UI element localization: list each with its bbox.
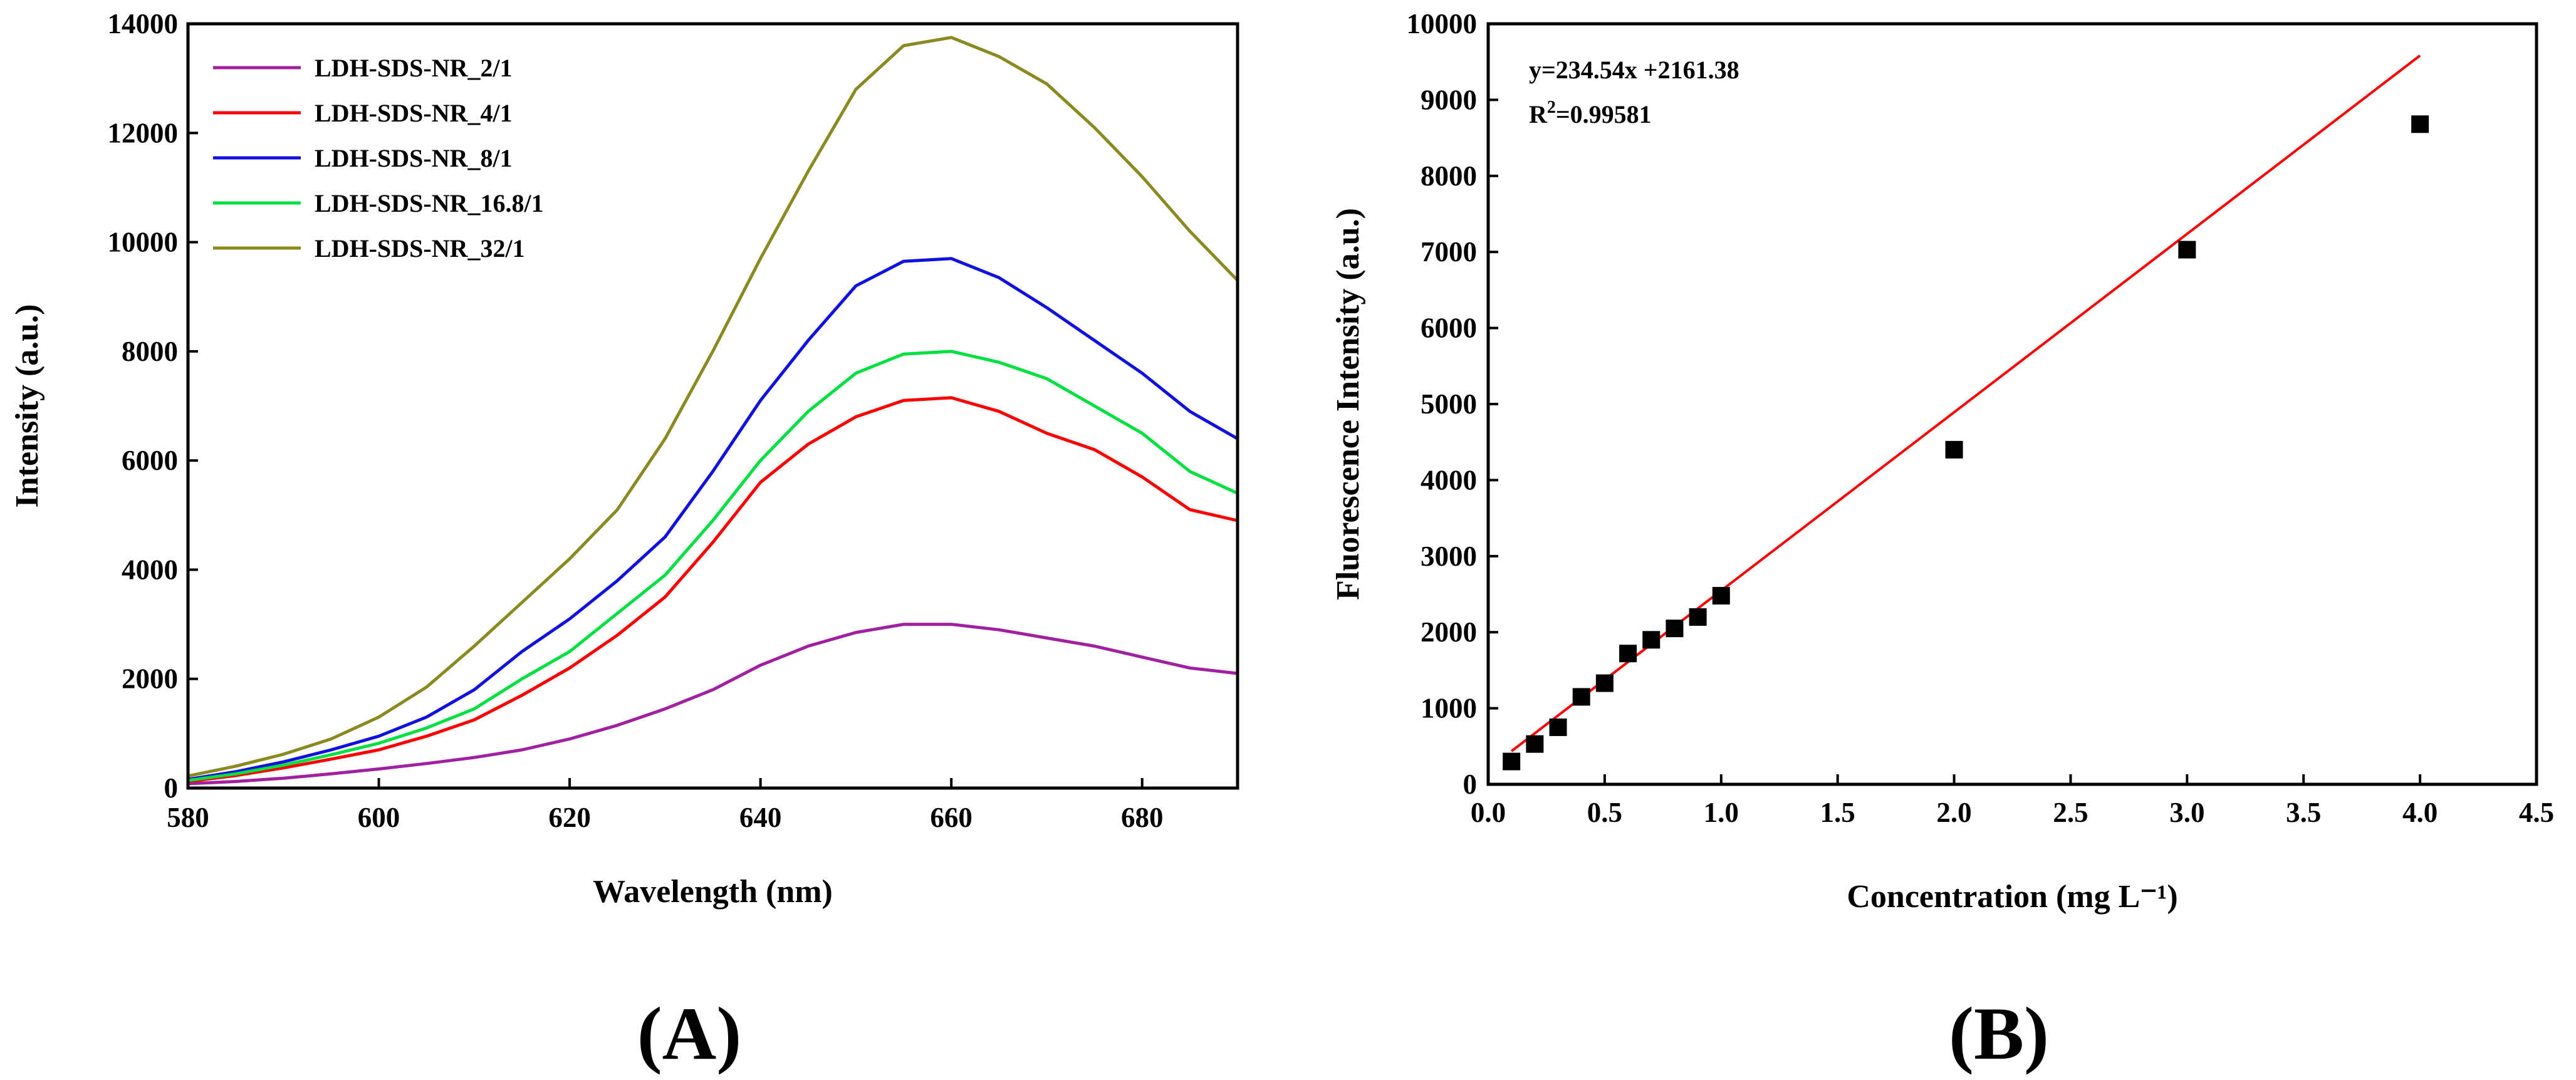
chart-b-points	[1503, 115, 2429, 771]
chart-a-y-tick-label: 8000	[122, 336, 178, 367]
data-point	[2411, 115, 2429, 133]
legend-label: LDH-SDS-NR_16.8/1	[315, 189, 544, 217]
chart-b-y-tick-label: 7000	[1421, 236, 1477, 267]
chart-a-x-tick-label: 640	[739, 802, 782, 833]
chart-b-y-axis-label: Fluorescence Intensity (a.u.)	[1330, 208, 1366, 600]
data-point	[1689, 608, 1707, 626]
data-point	[1712, 586, 1730, 605]
chart-a-x-tick-labels: 580 600 620 640 660 680	[167, 802, 1163, 833]
data-point	[1549, 718, 1567, 736]
chart-b-x-tick-label: 4.0	[2402, 797, 2438, 828]
chart-b-y-tick-label: 10000	[1407, 8, 1478, 39]
series-line-2	[187, 396, 1238, 783]
chart-a-y-tick-label: 10000	[108, 227, 179, 258]
data-point	[1595, 674, 1614, 692]
chart-a-legend: LDH-SDS-NR_2/1 LDH-SDS-NR_4/1 LDH-SDS-NR_8…	[213, 54, 544, 262]
chart-b-plot-frame	[1486, 22, 2538, 786]
chart-b-x-tick-label: 3.5	[2286, 797, 2321, 828]
chart-a-y-tick-label: 6000	[122, 445, 178, 476]
chart-b-fit-line	[1510, 55, 2421, 752]
chart-a-y-tick-labels: 0 2000 4000 6000 8000 10000 12000 14000	[108, 8, 179, 804]
chart-b-y-tick-label: 4000	[1421, 464, 1477, 496]
chart-b-x-tick-label: 0.0	[1471, 797, 1506, 828]
panel-label-a: (A)	[637, 992, 742, 1075]
chart-a-plot-frame	[186, 22, 1239, 790]
chart-a-x-tick-label: 600	[358, 802, 400, 833]
legend-label: LDH-SDS-NR_32/1	[315, 234, 525, 262]
chart-b-x-axis-label: Concentration (mg L⁻¹)	[1847, 879, 2177, 915]
chart-b-y-tick-label: 3000	[1421, 541, 1477, 572]
chart-b-r2-exponent: 2	[1547, 98, 1556, 117]
chart-b-r-squared: R2=0.99581	[1529, 98, 1652, 128]
series-line-1	[187, 623, 1238, 786]
chart-b-y-tick-label: 1000	[1421, 693, 1477, 724]
chart-a-series-group	[187, 36, 1239, 786]
chart-b-y-tick-label: 2000	[1421, 616, 1477, 648]
series-line-4	[187, 350, 1239, 782]
chart-b-r2-value: =0.99581	[1556, 100, 1652, 128]
chart-a-x-axis-label: Wavelength (nm)	[593, 874, 833, 910]
chart-a-y-tick-label: 4000	[122, 554, 178, 585]
chart-b-x-tick-label: 0.5	[1587, 797, 1622, 828]
data-point	[2178, 241, 2196, 259]
chart-b-y-tick-label: 0	[1463, 769, 1478, 800]
chart-b-x-tick-label: 2.0	[1936, 797, 1971, 828]
panel-label-b: (B)	[1949, 992, 2049, 1075]
chart-a: 580 600 620 640 660 680 0 2000 4000 6000 8000 1000…	[9, 8, 1239, 1075]
chart-a-x-tick-label: 680	[1121, 802, 1164, 833]
chart-b: 0.0 0.5 1.0 1.5 2.0 2.5 3.0 3.5 4.0 4.5 0 1000 2000…	[1330, 8, 2554, 1075]
data-point	[1666, 620, 1684, 638]
data-point	[1945, 440, 1963, 459]
chart-a-y-tick-label: 14000	[108, 8, 179, 39]
chart-b-x-tick-label: 3.0	[2169, 797, 2204, 828]
legend-label: LDH-SDS-NR_8/1	[315, 144, 513, 172]
data-point	[1503, 752, 1521, 771]
chart-a-ticks	[187, 23, 1144, 789]
chart-b-x-tick-label: 2.5	[2053, 797, 2088, 828]
chart-a-x-tick-label: 660	[930, 802, 973, 833]
series-line-5	[187, 36, 1239, 778]
data-point	[1526, 735, 1544, 753]
chart-b-y-tick-label: 9000	[1421, 84, 1477, 115]
chart-b-x-tick-label: 1.0	[1704, 797, 1739, 828]
chart-a-y-tick-label: 12000	[108, 117, 179, 148]
chart-b-y-tick-labels: 0 1000 2000 3000 4000 5000 6000 7000 8000 9000 100…	[1407, 8, 1478, 800]
chart-a-y-axis-label: Intensity (a.u.)	[9, 304, 45, 507]
chart-a-x-tick-label: 580	[167, 802, 209, 833]
chart-b-x-tick-labels: 0.0 0.5 1.0 1.5 2.0 2.5 3.0 3.5 4.0 4.5	[1471, 797, 2554, 828]
series-line-3	[187, 257, 1239, 781]
chart-b-y-tick-label: 5000	[1421, 388, 1477, 420]
data-point	[1619, 645, 1637, 663]
chart-a-y-tick-label: 2000	[122, 663, 178, 695]
chart-b-equation: y=234.54x +2161.38	[1529, 56, 1739, 84]
chart-b-y-tick-label: 6000	[1421, 313, 1477, 344]
chart-b-ticks	[1487, 23, 2538, 786]
data-point	[1642, 631, 1661, 649]
chart-b-x-tick-label: 4.5	[2519, 797, 2554, 828]
legend-label: LDH-SDS-NR_2/1	[315, 54, 513, 82]
chart-a-x-tick-label: 620	[548, 802, 591, 833]
chart-b-x-tick-label: 1.5	[1820, 797, 1855, 828]
legend-label: LDH-SDS-NR_4/1	[315, 99, 513, 127]
chart-b-r2-prefix: R	[1529, 100, 1548, 128]
chart-a-y-tick-label: 0	[164, 772, 179, 804]
chart-b-y-tick-label: 8000	[1421, 160, 1477, 192]
data-point	[1572, 688, 1590, 706]
